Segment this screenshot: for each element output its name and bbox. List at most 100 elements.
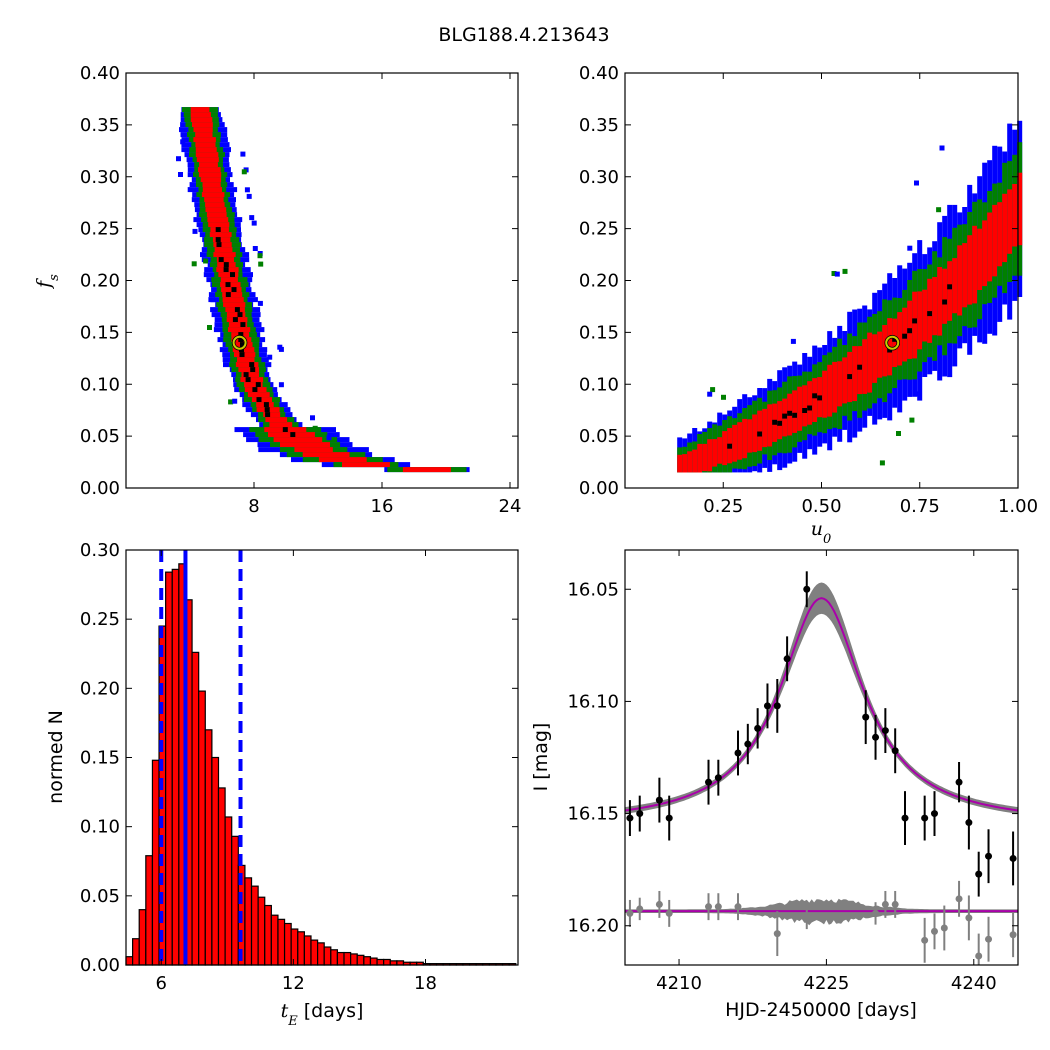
outlier-pixel [241,169,247,175]
data-point [655,796,663,804]
sigma1-region [206,212,227,218]
best-fit-pixel [264,407,270,413]
histogram-bar [369,957,378,966]
data-point [872,733,880,741]
sigma1-region [1007,189,1013,254]
y-tick-label: 0.30 [579,167,619,188]
data-point [803,585,811,593]
histogram-bar [125,956,134,966]
x-tick-label: 6 [156,973,167,994]
sigma1-region [822,370,828,418]
data-point [754,724,762,732]
data-point [985,852,993,860]
sigma1-region [342,462,390,468]
sigma1-region [677,454,683,473]
y-tick-label: 16.15 [567,804,619,825]
panel-te-histogram: 6 12 18 0.00 0.05 0.10 0.15 0.20 0.25 0.30 normed… [45,540,519,1029]
histogram-bar [198,690,206,966]
residual-point [803,912,811,920]
x-tick-label: 0.50 [801,496,841,517]
sigma1-region [702,443,708,472]
sigma1-region [226,312,246,318]
histogram-bar [250,885,259,966]
data-point [763,702,771,710]
sigma1-region [687,451,693,473]
best-fit-pixel [947,284,953,290]
histogram-bar [264,904,272,966]
sigma1-region [244,382,263,388]
outlier-pixel [721,394,726,400]
sigma1-region [842,357,848,404]
sigma1-region [265,417,288,423]
outlier-pixel [251,220,257,226]
residual-point [626,909,634,917]
panel-lightcurve: 4210 4225 4240 16.05 16.10 16.15 16.20 I [mag]… [530,549,1019,1021]
sigma1-region [877,331,883,378]
sigma1-region [208,222,230,228]
sigma1-region [712,439,718,467]
sigma1-region [837,361,843,407]
sigma1-region [235,362,259,368]
best-fit-pixel [215,227,221,233]
best-fit-pixel [249,362,255,368]
residual-point [734,903,742,911]
data-point [705,778,713,786]
outlier-pixel [831,271,837,276]
sigma1-region [1002,193,1008,263]
sigma1-region [992,204,998,277]
best-fit-pixel [243,372,249,378]
histogram-bar [343,951,352,966]
sigma1-region [222,297,244,303]
sigma1-region [193,127,213,133]
sigma1-region [318,457,367,463]
sigma1-region [216,257,234,263]
sigma1-region [832,361,838,413]
sigma1-region [223,302,246,308]
x-tick-label: 0.25 [703,496,743,517]
histogram-bar [323,946,332,966]
sigma1-region [251,397,272,403]
best-fit-pixel [263,402,269,408]
x-tick-label: 12 [282,973,305,994]
histogram-bar [290,928,299,966]
sigma1-region [273,437,323,443]
sigma1-region [190,112,211,118]
outlier-pixel [267,354,273,360]
sigma1-region [213,242,232,248]
best-fit-pixel [216,242,222,248]
sigma1-region [852,346,858,402]
outlier-pixel [252,246,258,251]
sigma1-region [269,422,293,428]
y-tick-label: 0.15 [80,748,120,769]
outlier-pixel [240,151,246,157]
x-axis-label: HJD-2450000 [days] [725,999,917,1021]
plot-area [677,120,1023,473]
y-tick-label: 0.00 [80,955,120,976]
sigma1-region [212,237,231,243]
sigma1-region [302,452,350,458]
sigma1-region [927,278,933,343]
residual-point [975,952,983,960]
best-fit-pixel [807,405,813,411]
outlier-pixel [896,431,901,436]
y-tick-label: 16.10 [567,691,619,712]
outlier-pixel [790,338,796,344]
residual-point [940,924,948,932]
best-fit-marker [885,335,900,350]
y-tick-label: 0.05 [80,426,120,447]
best-fit-pixel [847,374,853,380]
sigma1-region [205,207,227,213]
best-fit-pixel [757,431,763,437]
y-tick-label: 0.00 [579,478,619,499]
sigma1-region [747,419,753,453]
outlier-pixel [210,297,216,303]
sigma1-region [932,277,938,336]
plot-area [176,107,470,473]
best-fit-pixel [787,410,793,416]
best-fit-pixel [256,397,262,403]
histogram-bar [363,956,372,966]
y-tick-label: 0.05 [579,426,619,447]
best-fit-pixel [230,272,235,278]
outlier-pixel [879,460,885,466]
sigma1-region [214,247,233,253]
